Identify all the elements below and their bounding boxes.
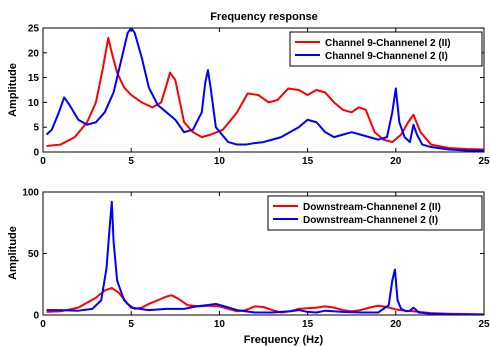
x-tick-label: 0 <box>40 319 46 330</box>
legend: Channel 9-Channenel 2 (II) Channel 9-Chan… <box>289 31 483 67</box>
legend: Downstream-Channenel 2 (II) Downstream-Ch… <box>267 195 483 231</box>
y-tick-label: 20 <box>28 48 40 59</box>
y-tick-label: 100 <box>22 188 39 199</box>
x-tick-label: 20 <box>390 156 402 167</box>
y-axis-label: Amplitude <box>7 226 19 280</box>
x-tick-label: 5 <box>128 319 134 330</box>
series-line-ii <box>46 36 484 151</box>
legend-entry: Channel 9-Channenel 2 (II) <box>325 38 451 49</box>
x-tick-label: 25 <box>478 319 490 330</box>
y-tick-label: 10 <box>28 98 40 109</box>
x-tick-label: 10 <box>214 156 226 167</box>
x-tick-label: 15 <box>302 156 314 167</box>
legend-entry: Downstream-Channenel 2 (I) <box>303 215 438 226</box>
lower-chart: 0 5 10 15 20 25 0 50 100 Amplitude Frequency (Hz) D… <box>7 188 490 346</box>
series-line-i <box>46 200 484 315</box>
y-tick-label: 0 <box>33 148 39 159</box>
series-line-i <box>45 28 484 152</box>
legend-box <box>289 31 483 67</box>
legend-entry: Channel 9-Channenel 2 (I) <box>325 51 448 62</box>
figure-title: Frequency response <box>210 11 318 23</box>
y-axis-label: Amplitude <box>7 63 19 117</box>
upper-chart: 0 5 10 15 20 25 0 5 10 15 20 25 Amplitude Channel 9-C… <box>7 24 490 168</box>
x-axis-label: Frequency (Hz) <box>244 334 324 346</box>
legend-box <box>267 195 483 231</box>
y-tick-label: 5 <box>33 123 39 134</box>
y-tick-label: 0 <box>33 311 39 322</box>
x-tick-label: 25 <box>478 156 490 167</box>
y-tick-label: 50 <box>28 249 40 260</box>
y-tick-label: 25 <box>28 24 40 35</box>
x-tick-label: 5 <box>128 156 134 167</box>
x-tick-label: 15 <box>302 319 314 330</box>
x-tick-label: 20 <box>390 319 402 330</box>
legend-entry: Downstream-Channenel 2 (II) <box>303 202 441 213</box>
x-tick-label: 10 <box>214 319 226 330</box>
y-tick-label: 15 <box>28 73 40 84</box>
x-tick-label: 0 <box>40 156 46 167</box>
